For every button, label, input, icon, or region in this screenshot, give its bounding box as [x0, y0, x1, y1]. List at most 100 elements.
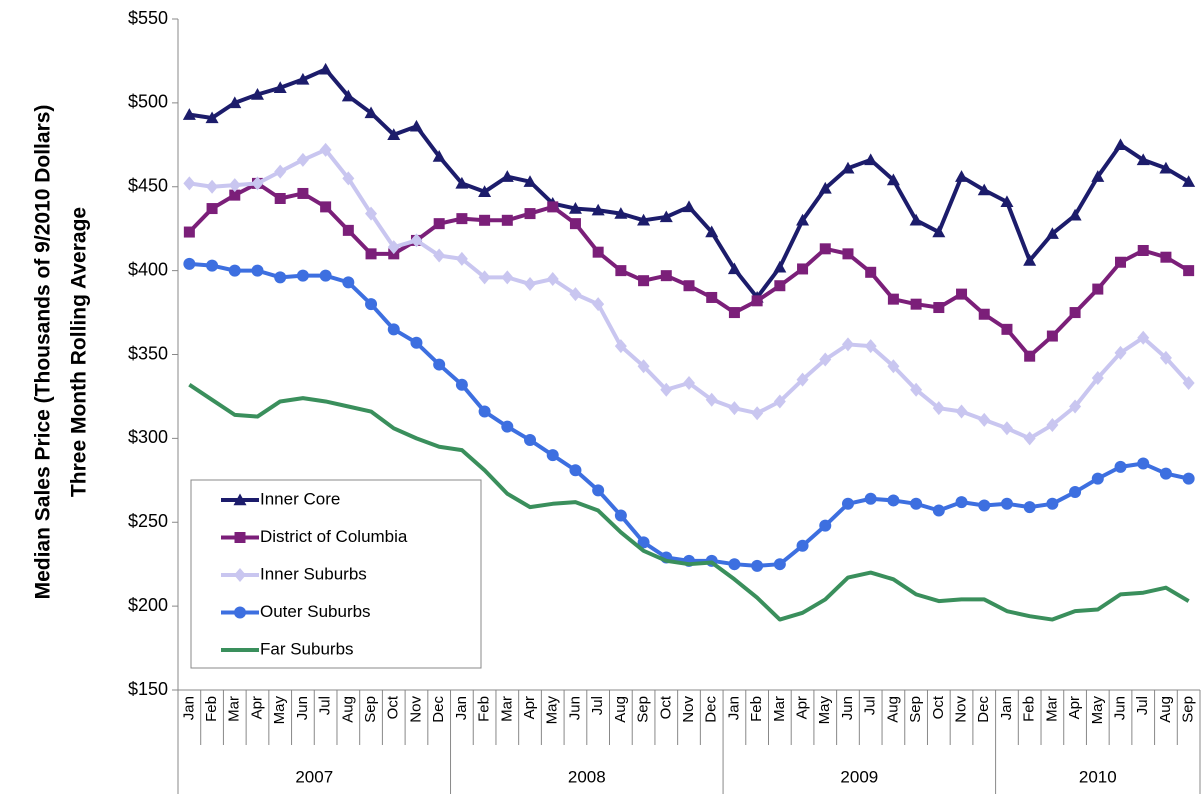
marker [501, 420, 514, 433]
x-tick-label: Oct [930, 695, 947, 719]
marker [455, 251, 468, 266]
x-tick-label: Jun [566, 696, 583, 720]
x-group-label: 2008 [568, 767, 606, 786]
y-tick-label: $150 [128, 679, 168, 699]
marker [955, 496, 968, 509]
x-tick-label: Dec [975, 696, 992, 723]
marker [206, 259, 219, 272]
x-tick-label: Jul [1134, 696, 1151, 715]
marker [728, 401, 741, 416]
marker [569, 464, 582, 477]
x-tick-label: Jun [839, 696, 856, 720]
marker [591, 203, 605, 216]
y-tick-label: $250 [128, 511, 168, 531]
marker [524, 208, 536, 220]
x-tick-label: Apr [1066, 696, 1083, 719]
legend-label: Inner Core [260, 489, 340, 508]
x-tick-label: Jul [317, 696, 334, 715]
marker [433, 218, 445, 230]
x-tick-label: Jan [180, 696, 197, 720]
marker [251, 176, 264, 191]
x-tick-label: Jul [589, 696, 606, 715]
marker [523, 175, 537, 187]
marker [479, 214, 491, 226]
marker [796, 372, 809, 387]
marker [796, 539, 809, 552]
marker [819, 519, 832, 532]
marker [706, 291, 718, 303]
marker [887, 293, 899, 305]
x-tick-label: Sep [635, 696, 652, 723]
marker [797, 263, 809, 275]
marker [183, 176, 196, 191]
x-tick-label: Oct [657, 695, 674, 719]
y-tick-label: $550 [128, 8, 168, 28]
marker [932, 504, 945, 517]
marker [614, 509, 627, 522]
x-tick-label: Mar [226, 696, 243, 722]
marker [1000, 497, 1013, 510]
marker [1136, 153, 1150, 166]
marker [818, 181, 832, 194]
marker [1046, 497, 1059, 510]
marker [865, 266, 877, 278]
marker [234, 568, 246, 582]
marker [234, 532, 246, 543]
marker [614, 339, 627, 354]
marker [910, 382, 923, 397]
x-tick-label: Feb [203, 696, 220, 722]
marker [592, 484, 605, 497]
marker [887, 359, 900, 374]
marker [977, 183, 991, 196]
marker [342, 171, 355, 186]
x-tick-label: Dec [703, 696, 720, 723]
marker [637, 359, 650, 374]
marker [569, 218, 581, 230]
marker [273, 81, 287, 93]
marker [250, 87, 264, 100]
marker [796, 213, 810, 226]
marker [387, 128, 401, 140]
marker [751, 406, 764, 421]
marker [682, 200, 696, 213]
marker [727, 262, 741, 275]
marker [501, 214, 513, 226]
marker [319, 142, 332, 157]
marker [433, 358, 446, 371]
marker [500, 170, 514, 182]
marker [728, 307, 740, 319]
x-tick-label: Oct [385, 695, 402, 719]
marker [910, 298, 922, 310]
marker [751, 559, 764, 572]
marker [342, 276, 355, 289]
marker [1159, 161, 1173, 174]
marker [319, 269, 332, 282]
marker [1091, 170, 1105, 182]
marker [615, 265, 627, 277]
marker [841, 337, 854, 352]
marker [1001, 323, 1013, 335]
x-tick-label: Nov [953, 696, 970, 723]
marker [229, 189, 241, 201]
series-line [188, 383, 1190, 622]
marker [183, 257, 196, 270]
x-tick-label: May [271, 696, 288, 725]
y-tick-label: $350 [128, 343, 168, 363]
marker [842, 248, 854, 260]
x-tick-label: Apr [794, 696, 811, 719]
marker [569, 287, 582, 302]
x-tick-label: Mar [771, 696, 788, 722]
marker [773, 558, 786, 571]
x-tick-label: Jan [725, 696, 742, 720]
x-group-label: 2009 [840, 767, 878, 786]
marker [728, 558, 741, 571]
marker [524, 277, 537, 292]
marker [342, 224, 354, 236]
marker [182, 108, 196, 120]
x-tick-label: Feb [1021, 696, 1038, 722]
legend-label: Far Suburbs [260, 639, 354, 658]
y-axis-label: Three Month Rolling Average [68, 207, 91, 497]
marker [932, 401, 945, 416]
marker [955, 170, 969, 182]
